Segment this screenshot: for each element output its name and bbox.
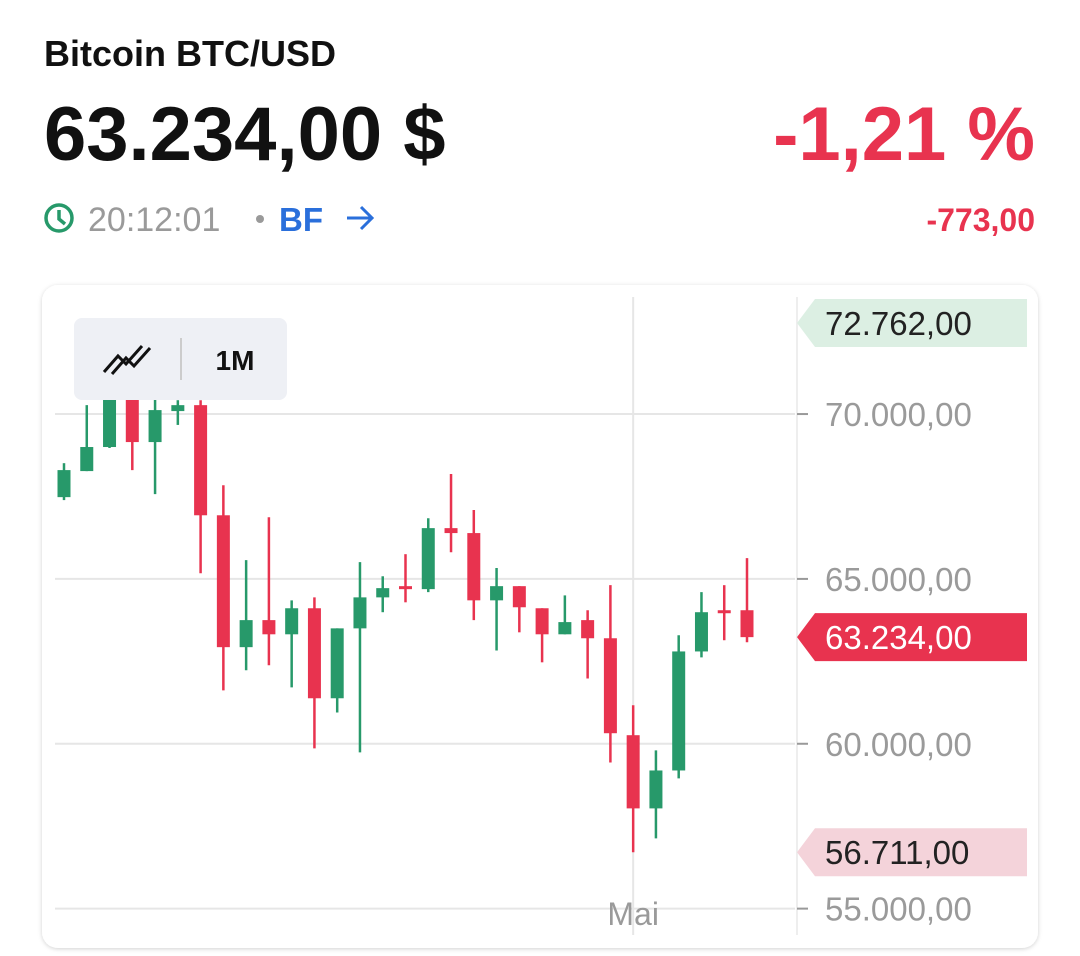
price-tag [797, 613, 1027, 662]
candle-body [490, 586, 504, 601]
clock-icon [44, 203, 74, 233]
candle-body [148, 410, 162, 443]
price: 63.234,00 $ [44, 92, 446, 177]
price-tag-label: 63.234,00 [825, 619, 972, 656]
title: Bitcoin BTC/USD [44, 33, 336, 74]
candles [57, 322, 754, 853]
candle-body [535, 608, 549, 635]
candle-body [353, 597, 367, 629]
price-tags: 72.762,00 63.234,00 56.711,00 [797, 298, 1027, 877]
toolbar: 1M [74, 318, 287, 400]
time: 20:12:01 [88, 201, 220, 239]
line-chart-button[interactable] [102, 345, 152, 375]
candle-body [194, 405, 208, 516]
candle-body [57, 470, 71, 498]
candle-body [285, 608, 299, 635]
y-tick-label: 60.000,00 [825, 726, 972, 763]
price-tag [797, 828, 1027, 877]
source-link[interactable]: BF [279, 201, 323, 238]
y-tick-label: 65.000,00 [825, 561, 972, 598]
candle-body [239, 620, 253, 648]
y-tick-label: 70.000,00 [825, 396, 972, 433]
grid: 55.000,00 60.000,00 65.000,00 70.000,00 Mai [55, 297, 972, 935]
candle-body [626, 735, 640, 809]
candle-body [216, 515, 230, 648]
y-tick-label: 55.000,00 [825, 891, 972, 928]
candle-body [740, 610, 754, 638]
candle-body [330, 628, 344, 699]
x-tick-label: Mai [607, 896, 659, 932]
candle-body [603, 638, 617, 734]
candle-body [103, 394, 117, 448]
price-tag [797, 298, 1027, 347]
interval-button[interactable]: 1M [216, 345, 255, 376]
candle-body [444, 528, 458, 534]
candle-body [80, 447, 94, 472]
change-percent: -1,21 % [773, 92, 1035, 177]
change: -773,00 [926, 202, 1035, 238]
separator-dot [256, 215, 264, 223]
candle-body [171, 405, 185, 412]
candle-body [376, 588, 390, 598]
price-tag-label: 56.711,00 [825, 834, 969, 871]
candle-body [262, 620, 276, 635]
candle-body [399, 586, 412, 590]
candle-body [421, 528, 435, 590]
candle-body [717, 610, 731, 614]
candle-body [512, 586, 526, 608]
candle-body [581, 620, 595, 639]
candle-body [307, 608, 321, 699]
candle-body [467, 533, 481, 601]
price-tag-label: 72.762,00 [825, 305, 972, 342]
candle-body [694, 612, 708, 652]
candle-body [649, 770, 663, 809]
candle-body [672, 651, 686, 771]
candle-body [558, 622, 572, 635]
candle-body [125, 394, 139, 443]
arrow-icon[interactable] [347, 205, 375, 231]
